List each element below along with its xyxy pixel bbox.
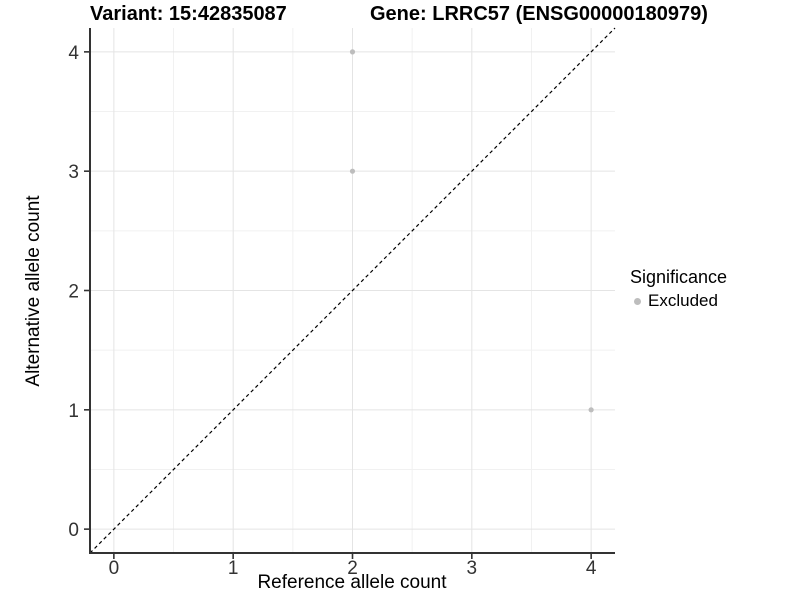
legend-item-label: Excluded [648,291,718,310]
variant-title: Variant: 15:42835087 [90,3,287,25]
svg-text:2: 2 [347,558,358,579]
legend: Significance Excluded [630,266,727,311]
svg-text:3: 3 [467,558,478,579]
identity-line [89,27,616,554]
data-point [349,168,356,174]
svg-text:0: 0 [109,558,120,579]
svg-text:4: 4 [586,558,597,579]
svg-text:2: 2 [68,282,79,303]
axis-lines [89,28,615,554]
legend-title: Significance [630,267,728,287]
gene-title: Gene: LRRC57 (ENSG00000180979) [370,3,708,25]
legend-item-excluded: Excluded [634,291,727,311]
svg-text:0: 0 [68,520,79,541]
legend-point-icon [634,297,641,305]
svg-text:3: 3 [68,162,79,183]
series-excluded [349,49,594,413]
y-axis-ticks: 0 1 2 3 4 [68,43,89,541]
x-axis-title: Reference allele count [257,572,447,593]
y-axis-title: Alternative allele count [23,195,44,387]
svg-text:4: 4 [68,43,79,64]
x-axis-ticks: 0 1 2 3 4 [109,554,597,579]
svg-text:1: 1 [68,401,79,422]
data-point [588,407,594,413]
svg-text:1: 1 [228,558,239,579]
data-point [349,49,356,55]
